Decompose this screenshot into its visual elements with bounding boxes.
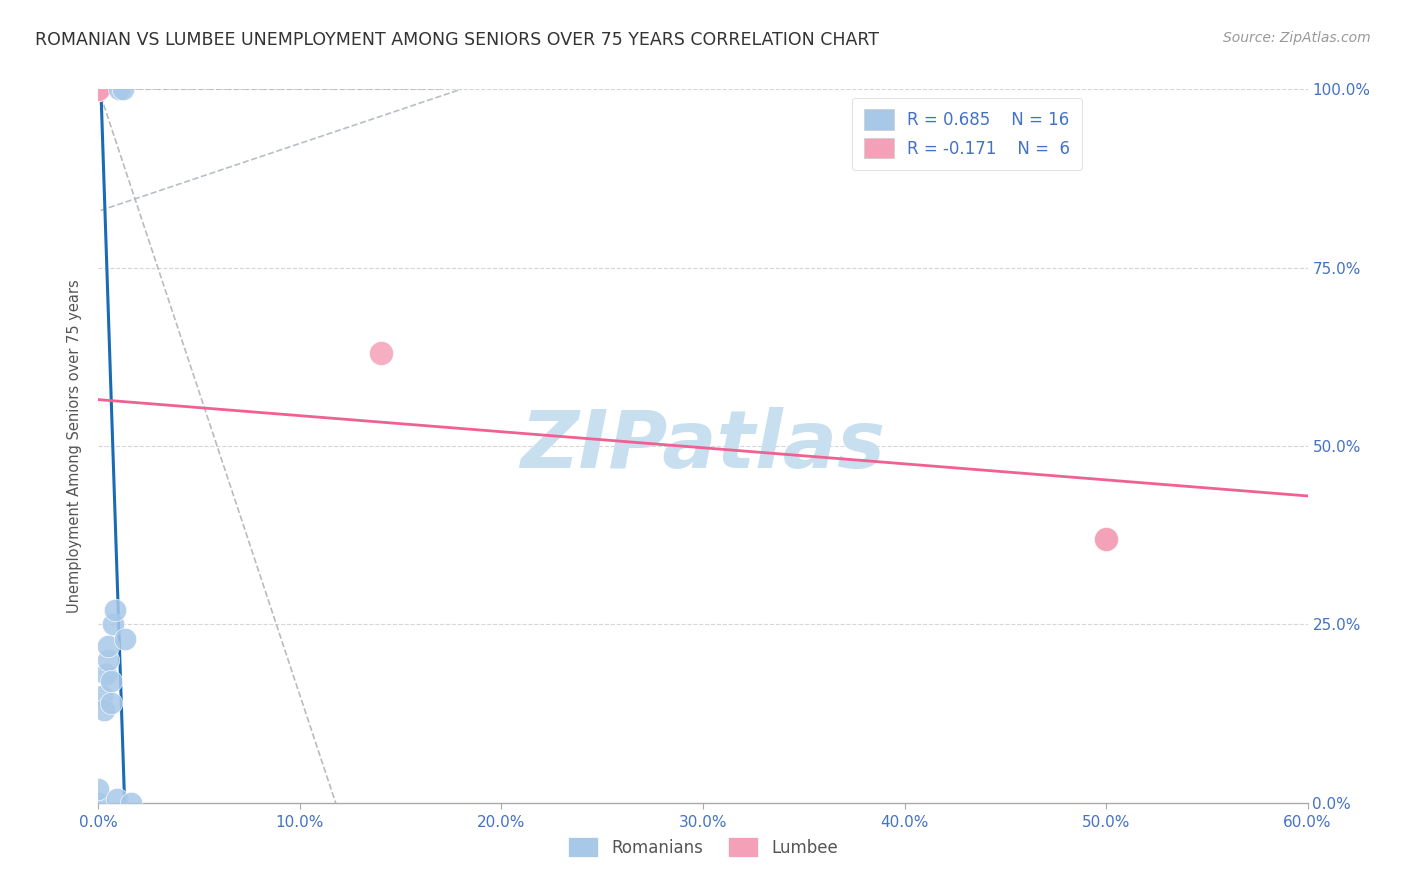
Point <box>370 346 392 360</box>
Y-axis label: Unemployment Among Seniors over 75 years: Unemployment Among Seniors over 75 years <box>67 279 83 613</box>
Point <box>101 617 124 632</box>
Point <box>1095 532 1118 546</box>
Point <box>100 674 122 689</box>
Point <box>103 603 125 617</box>
Point <box>93 703 115 717</box>
Point <box>114 632 136 646</box>
Point <box>1095 532 1118 546</box>
Point <box>87 82 110 96</box>
Text: ZIPatlas: ZIPatlas <box>520 407 886 485</box>
Point <box>100 696 122 710</box>
Point <box>120 796 142 810</box>
Point <box>111 82 134 96</box>
Point <box>96 667 118 681</box>
Point <box>97 639 120 653</box>
Point <box>107 82 129 96</box>
Point <box>97 653 120 667</box>
Point <box>87 796 110 810</box>
Point <box>87 82 110 96</box>
Legend: Romanians, Lumbee: Romanians, Lumbee <box>560 829 846 866</box>
Text: Source: ZipAtlas.com: Source: ZipAtlas.com <box>1223 31 1371 45</box>
Point <box>87 82 110 96</box>
Point <box>91 689 114 703</box>
Text: ROMANIAN VS LUMBEE UNEMPLOYMENT AMONG SENIORS OVER 75 YEARS CORRELATION CHART: ROMANIAN VS LUMBEE UNEMPLOYMENT AMONG SE… <box>35 31 879 49</box>
Point <box>87 781 110 796</box>
Point <box>105 792 128 806</box>
